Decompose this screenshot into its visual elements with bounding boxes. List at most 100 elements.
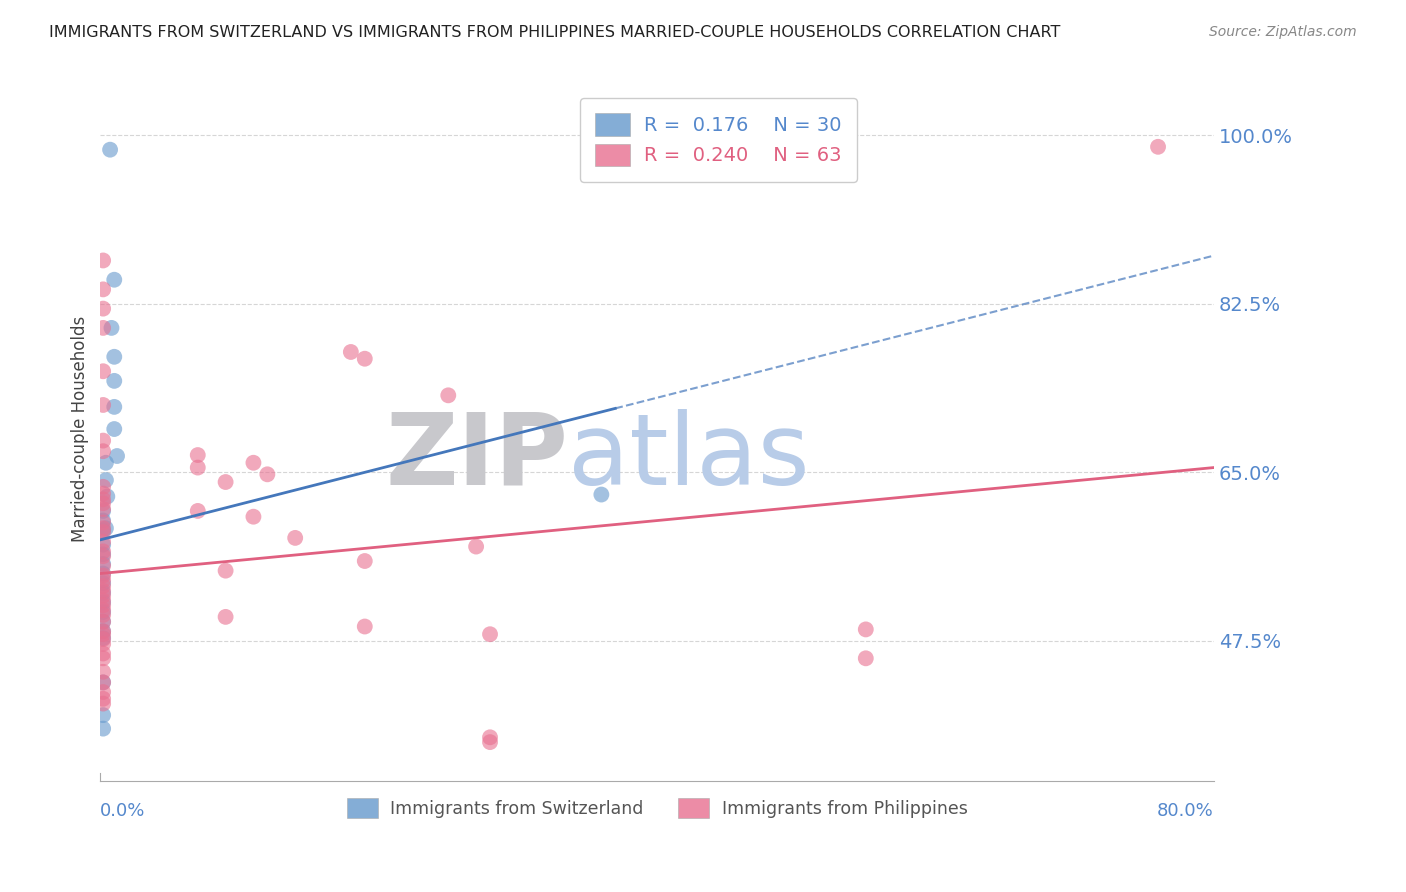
Point	[91, 282, 114, 296]
Point	[96, 490, 118, 504]
Point	[91, 603, 114, 617]
Point	[284, 531, 307, 545]
Point	[91, 516, 114, 530]
Point	[91, 624, 114, 639]
Point	[103, 422, 125, 436]
Point	[91, 599, 114, 613]
Point	[437, 388, 460, 402]
Point	[94, 521, 117, 535]
Point	[91, 253, 114, 268]
Text: ZIP: ZIP	[385, 409, 568, 506]
Point	[91, 557, 114, 571]
Point	[103, 374, 125, 388]
Point	[855, 651, 877, 665]
Point	[91, 708, 114, 723]
Point	[591, 487, 613, 501]
Legend: Immigrants from Switzerland, Immigrants from Philippines: Immigrants from Switzerland, Immigrants …	[340, 791, 974, 825]
Point	[91, 685, 114, 699]
Point	[91, 434, 114, 448]
Text: IMMIGRANTS FROM SWITZERLAND VS IMMIGRANTS FROM PHILIPPINES MARRIED-COUPLE HOUSEH: IMMIGRANTS FROM SWITZERLAND VS IMMIGRANT…	[49, 25, 1060, 40]
Point	[91, 607, 114, 622]
Point	[91, 579, 114, 593]
Point	[479, 627, 502, 641]
Point	[91, 444, 114, 458]
Point	[100, 321, 122, 335]
Point	[1147, 140, 1170, 154]
Point	[91, 496, 114, 510]
Y-axis label: Married-couple Households: Married-couple Households	[72, 316, 89, 542]
Text: 0.0%: 0.0%	[100, 802, 146, 820]
Point	[353, 619, 375, 633]
Text: Source: ZipAtlas.com: Source: ZipAtlas.com	[1209, 25, 1357, 39]
Point	[91, 523, 114, 537]
Point	[340, 345, 363, 359]
Point	[91, 574, 114, 588]
Point	[855, 623, 877, 637]
Point	[91, 568, 114, 582]
Point	[91, 538, 114, 552]
Point	[91, 631, 114, 645]
Point	[256, 467, 278, 482]
Point	[94, 473, 117, 487]
Point	[91, 566, 114, 581]
Point	[465, 540, 488, 554]
Point	[479, 735, 502, 749]
Point	[242, 509, 264, 524]
Point	[91, 615, 114, 629]
Point	[91, 321, 114, 335]
Point	[103, 273, 125, 287]
Point	[91, 627, 114, 641]
Point	[91, 651, 114, 665]
Point	[91, 502, 114, 516]
Point	[91, 605, 114, 619]
Point	[91, 675, 114, 690]
Point	[479, 731, 502, 745]
Point	[91, 593, 114, 607]
Point	[91, 576, 114, 591]
Point	[91, 595, 114, 609]
Point	[353, 554, 375, 568]
Point	[91, 558, 114, 573]
Text: 80.0%: 80.0%	[1157, 802, 1213, 820]
Point	[353, 351, 375, 366]
Point	[91, 514, 114, 528]
Point	[103, 400, 125, 414]
Point	[91, 504, 114, 518]
Point	[91, 547, 114, 561]
Point	[91, 521, 114, 535]
Point	[91, 534, 114, 549]
Point	[98, 143, 121, 157]
Point	[91, 525, 114, 540]
Point	[91, 665, 114, 679]
Point	[214, 564, 236, 578]
Point	[105, 449, 128, 463]
Point	[91, 697, 114, 711]
Text: atlas: atlas	[568, 409, 810, 506]
Point	[91, 549, 114, 564]
Point	[94, 456, 117, 470]
Point	[91, 301, 114, 316]
Point	[214, 475, 236, 489]
Point	[91, 486, 114, 500]
Point	[91, 675, 114, 690]
Point	[91, 589, 114, 603]
Point	[91, 364, 114, 378]
Point	[91, 398, 114, 412]
Point	[91, 583, 114, 598]
Point	[91, 722, 114, 736]
Point	[187, 448, 209, 462]
Point	[187, 504, 209, 518]
Point	[91, 637, 114, 651]
Point	[187, 460, 209, 475]
Point	[214, 610, 236, 624]
Point	[91, 691, 114, 706]
Point	[91, 480, 114, 494]
Point	[103, 350, 125, 364]
Point	[91, 615, 114, 629]
Point	[91, 586, 114, 600]
Point	[91, 492, 114, 507]
Point	[91, 624, 114, 639]
Point	[91, 544, 114, 558]
Point	[91, 647, 114, 661]
Point	[91, 632, 114, 646]
